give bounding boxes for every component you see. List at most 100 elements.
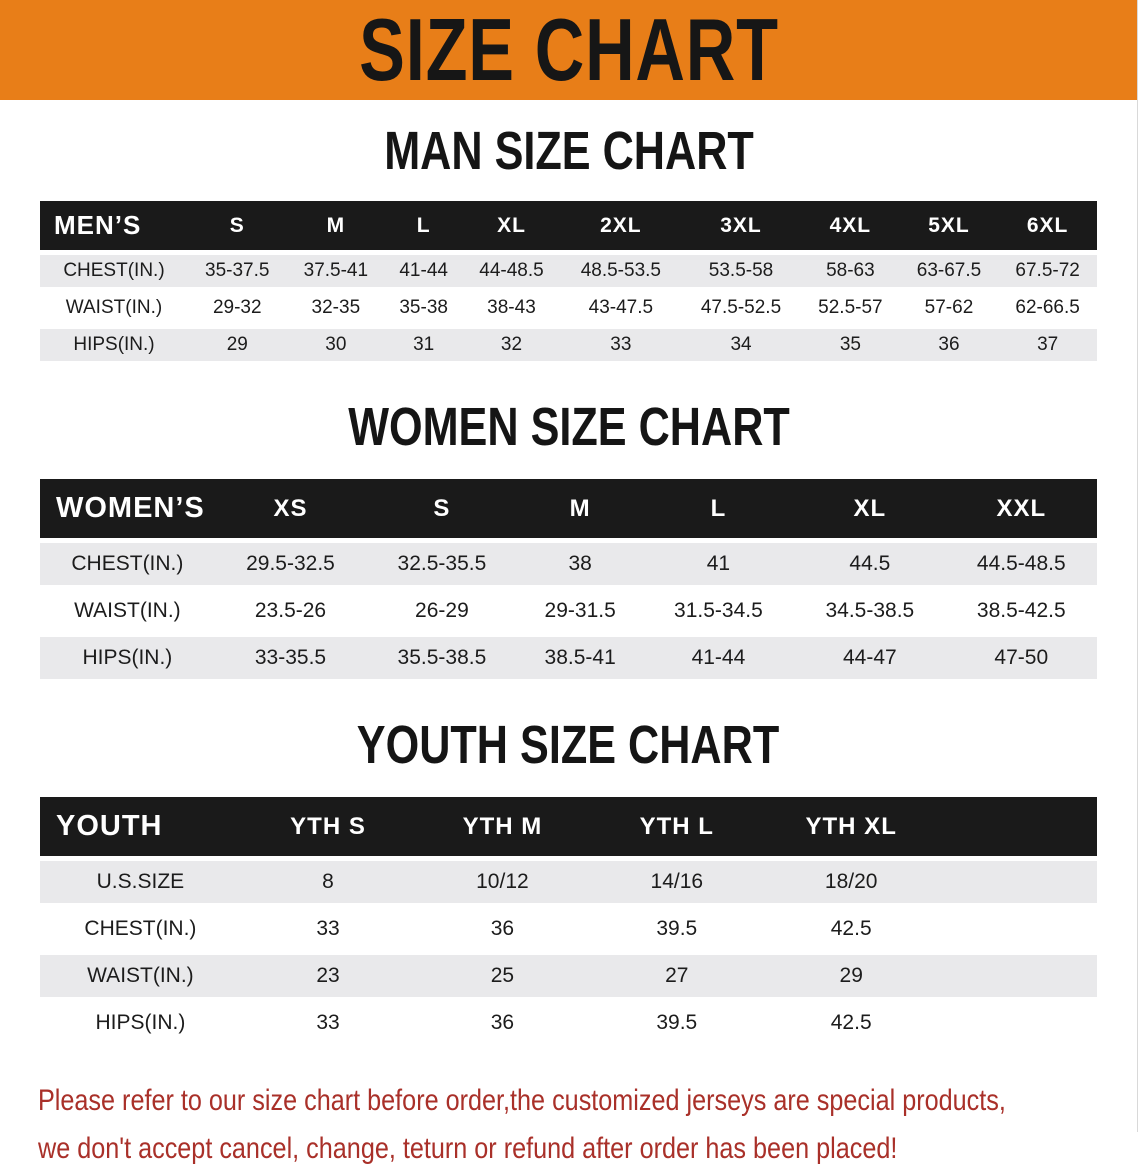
measurement-cell: 18/20 xyxy=(764,861,939,903)
measurement-cell: 35-38 xyxy=(399,297,448,318)
size-column-header: S xyxy=(366,479,518,538)
measurement-cell: 47.5-52.5 xyxy=(700,297,782,318)
youth-size-table: YOUTH YTH S YTH M YTH L YTH XL U.S.SIZE 8 10/12… xyxy=(40,792,1097,1049)
measurement-cell: 25 xyxy=(415,955,590,997)
measurement-row: HIPS(IN.) 29 30 31 32 33 34 35 36 37 xyxy=(40,329,1097,361)
measurement-cell: 44.5 xyxy=(794,543,946,585)
measurement-cell: 36 xyxy=(899,329,999,361)
measurement-cell: 31 xyxy=(385,329,463,361)
measurement-cell: 33 xyxy=(560,329,681,361)
measurement-cell: 38.5-41 xyxy=(517,637,643,679)
measurement-cell: 23 xyxy=(240,955,416,997)
size-header-row: YOUTH YTH S YTH M YTH L YTH XL xyxy=(40,797,1097,856)
measurement-cell: 67.5-72 xyxy=(998,255,1097,287)
measurement-row: WAIST(IN.) 23.5-26 26-29 29-31.5 31.5-34.5 34… xyxy=(40,590,1097,632)
measurement-label: CHEST(IN.) xyxy=(84,917,197,940)
measurement-cell: 57-62 xyxy=(924,297,974,318)
size-column-header: 3XL xyxy=(680,201,802,250)
filler-cell xyxy=(938,1002,1097,1044)
mens-size-table: MEN’S S M L XL 2XL 3XL 4XL 5XL 6XL CHEST(IN.) 35-37… xyxy=(40,196,1097,366)
measurement-cell: 37.5-41 xyxy=(286,255,386,287)
measurement-cell: 34.5-38.5 xyxy=(825,599,915,622)
size-column-header: XS xyxy=(214,479,367,538)
size-column-header: YTH M xyxy=(415,797,590,856)
measurement-cell: 14/16 xyxy=(589,861,764,903)
measurement-cell: 32.5-35.5 xyxy=(366,543,518,585)
measurement-cell: 47-50 xyxy=(945,637,1097,679)
disclaimer: Please refer to our size chart before or… xyxy=(38,1077,1137,1173)
womens-size-table: WOMEN’S XS S M L XL XXL CHEST(IN.) 29.5-32.5 32.5… xyxy=(40,474,1097,684)
filler-cell xyxy=(938,861,1097,903)
measurement-cell: 23.5-26 xyxy=(254,599,327,622)
measurement-label: HIPS(IN.) xyxy=(95,1011,186,1034)
size-column-header: YTH L xyxy=(589,797,764,856)
measurement-label: WAIST(IN.) xyxy=(65,297,163,318)
mens-group-label: MEN’S xyxy=(40,201,188,250)
measurement-label: WAIST(IN.) xyxy=(40,955,241,997)
mens-section: MAN SIZE CHART MEN’S S M L XL 2XL 3XL 4XL 5XL 6XL C… xyxy=(0,124,1137,366)
size-column-header: 6XL xyxy=(998,201,1097,250)
measurement-cell: 39.5 xyxy=(656,917,698,940)
measurement-cell: 42.5 xyxy=(830,917,872,940)
measurement-cell: 41-44 xyxy=(385,255,463,287)
size-column-header: YTH S xyxy=(240,797,416,856)
size-column-header: L xyxy=(385,201,463,250)
measurement-cell: 62-66.5 xyxy=(1015,297,1080,318)
measurement-cell: 31.5-34.5 xyxy=(674,599,763,622)
measurement-row: CHEST(IN.) 33 36 39.5 42.5 xyxy=(40,908,1097,950)
mens-heading: MAN SIZE CHART xyxy=(383,121,754,181)
size-header-row: WOMEN’S XS S M L XL XXL xyxy=(40,479,1097,538)
size-column-header: XL xyxy=(462,201,561,250)
measurement-row: HIPS(IN.) 33 36 39.5 42.5 xyxy=(40,1002,1097,1044)
measurement-row: HIPS(IN.) 33-35.5 35.5-38.5 38.5-41 41-44 44-… xyxy=(40,637,1097,679)
measurement-cell: 29 xyxy=(187,329,287,361)
size-column-header: L xyxy=(642,479,795,538)
womens-heading: WOMEN SIZE CHART xyxy=(347,397,790,457)
measurement-cell: 32-35 xyxy=(311,297,361,318)
youth-section: YOUTH SIZE CHART YOUTH YTH S YTH M YTH L YTH … xyxy=(0,718,1137,1049)
measurement-row: WAIST(IN.) 23 25 27 29 xyxy=(40,955,1097,997)
measurement-label: CHEST(IN.) xyxy=(40,255,188,287)
size-column-header: 4XL xyxy=(801,201,900,250)
size-column-header: 2XL xyxy=(560,201,681,250)
charts-container: MAN SIZE CHART MEN’S S M L XL 2XL 3XL 4XL 5XL 6XL C… xyxy=(0,124,1137,1049)
measurement-cell: 38-43 xyxy=(487,297,536,318)
measurement-cell: 29.5-32.5 xyxy=(214,543,367,585)
measurement-cell: 33-35.5 xyxy=(214,637,367,679)
womens-section: WOMEN SIZE CHART WOMEN’S XS S M L XL XXL CHEST(I… xyxy=(0,400,1137,684)
measurement-label: HIPS(IN.) xyxy=(40,329,188,361)
measurement-cell: 29-32 xyxy=(212,297,262,318)
measurement-cell: 44-47 xyxy=(794,637,946,679)
measurement-cell: 39.5 xyxy=(656,1011,698,1034)
measurement-cell: 52.5-57 xyxy=(818,297,883,318)
measurement-cell: 58-63 xyxy=(801,255,900,287)
size-column-header: M xyxy=(286,201,386,250)
measurement-row: CHEST(IN.) 35-37.5 37.5-41 41-44 44-48.5 48.5… xyxy=(40,255,1097,287)
measurement-cell: 44.5-48.5 xyxy=(945,543,1097,585)
measurement-cell: 44-48.5 xyxy=(462,255,561,287)
measurement-cell: 32 xyxy=(462,329,561,361)
measurement-cell: 53.5-58 xyxy=(680,255,802,287)
measurement-cell: 35 xyxy=(801,329,900,361)
size-column-header: YTH XL xyxy=(764,797,939,856)
measurement-cell: 33 xyxy=(316,917,340,940)
size-column-header: XL xyxy=(794,479,946,538)
measurement-cell: 27 xyxy=(589,955,764,997)
banner: SIZE CHART xyxy=(0,0,1137,100)
measurement-row: U.S.SIZE 8 10/12 14/16 18/20 xyxy=(40,861,1097,903)
measurement-cell: 36 xyxy=(490,917,515,940)
measurement-cell: 37 xyxy=(998,329,1097,361)
measurement-cell: 41-44 xyxy=(642,637,795,679)
filler-cell xyxy=(938,955,1097,997)
measurement-cell: 29 xyxy=(764,955,939,997)
disclaimer-line-2: we don't accept cancel, change, teturn o… xyxy=(38,1132,898,1165)
measurement-cell: 38.5-42.5 xyxy=(976,599,1066,622)
measurement-cell: 35.5-38.5 xyxy=(366,637,518,679)
measurement-label: CHEST(IN.) xyxy=(40,543,215,585)
measurement-cell: 38 xyxy=(517,543,643,585)
measurement-label: U.S.SIZE xyxy=(40,861,241,903)
measurement-cell: 48.5-53.5 xyxy=(560,255,681,287)
measurement-cell: 43-47.5 xyxy=(588,297,654,318)
womens-group-label: WOMEN’S xyxy=(40,479,215,538)
